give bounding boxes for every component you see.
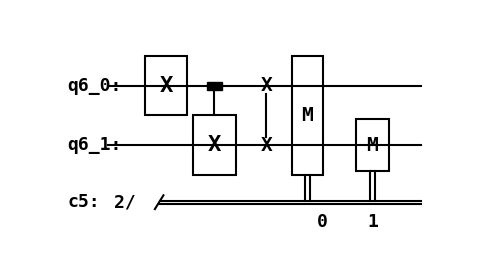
FancyBboxPatch shape xyxy=(356,119,389,171)
Text: M: M xyxy=(301,106,313,125)
FancyBboxPatch shape xyxy=(193,115,236,175)
Text: X: X xyxy=(159,76,173,96)
Text: M: M xyxy=(367,135,378,155)
Text: X: X xyxy=(208,135,221,155)
Text: 1: 1 xyxy=(367,213,378,231)
Text: X: X xyxy=(261,76,272,95)
Text: 2/: 2/ xyxy=(114,193,136,211)
Text: c5:: c5: xyxy=(67,193,100,211)
Text: 0: 0 xyxy=(317,213,328,231)
FancyBboxPatch shape xyxy=(291,56,323,175)
Text: q6_0:: q6_0: xyxy=(67,77,122,95)
Text: X: X xyxy=(261,135,272,155)
FancyBboxPatch shape xyxy=(144,56,187,115)
Text: q6_1:: q6_1: xyxy=(67,136,122,154)
Polygon shape xyxy=(207,82,222,90)
